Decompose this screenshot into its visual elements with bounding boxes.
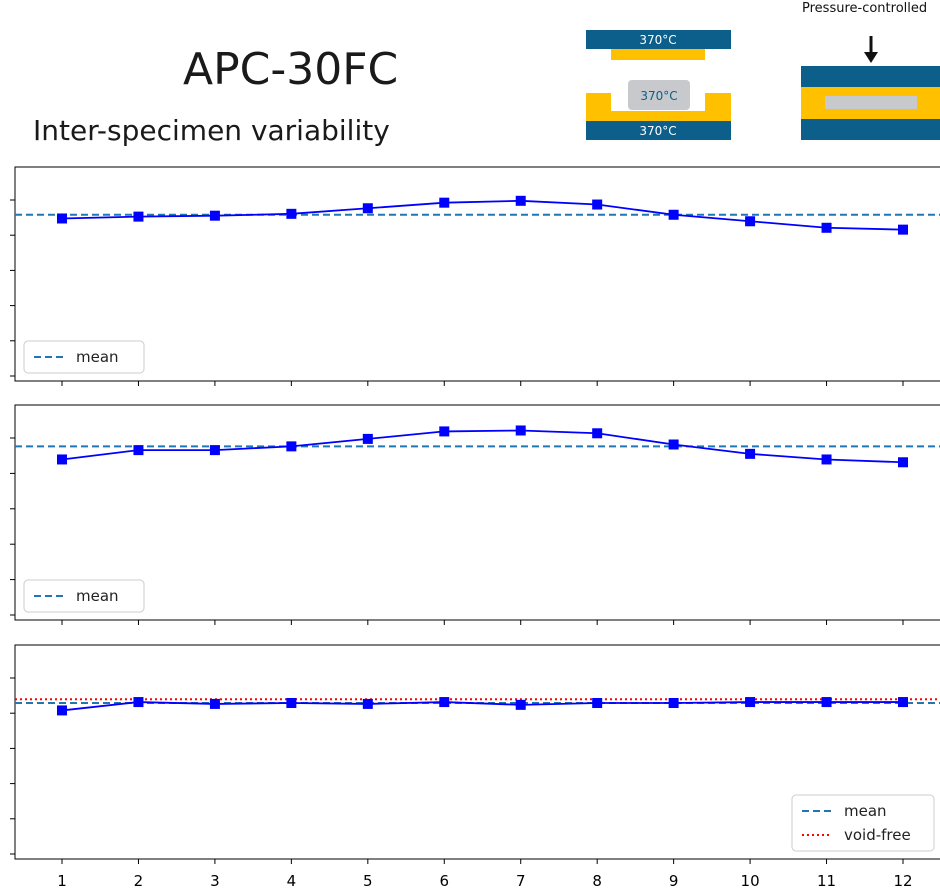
- data-point: [286, 441, 297, 452]
- data-point: [286, 208, 297, 219]
- specimen-block: [628, 80, 690, 110]
- legend-box: [791, 794, 935, 852]
- chart-subtitle: Inter-specimen variability: [33, 114, 390, 147]
- x-tick-label: 11: [817, 872, 836, 890]
- data-point: [362, 433, 373, 444]
- chart-title: APC-30FC: [183, 44, 399, 95]
- x-tick-label: 6: [439, 872, 449, 890]
- lower-platen: [586, 121, 731, 140]
- data-point: [209, 210, 220, 221]
- data-point: [898, 457, 908, 468]
- data-point: [898, 697, 908, 708]
- chart-panel-1: mean: [10, 166, 940, 386]
- data-point: [439, 197, 450, 208]
- data-point: [362, 698, 373, 709]
- series-line: [61, 701, 903, 712]
- data-point: [821, 222, 832, 233]
- data-point: [515, 425, 526, 436]
- plot-frame: [14, 404, 940, 621]
- legend-label-mean: mean: [76, 587, 119, 605]
- pressure-arrow-head: [864, 52, 878, 63]
- legend-box: [23, 340, 145, 374]
- data-point: [133, 211, 144, 222]
- x-tick-label: 10: [741, 872, 760, 890]
- data-point: [592, 697, 603, 708]
- legend-box: [23, 579, 145, 613]
- press-specimen: [825, 96, 917, 109]
- legend-label-void-free: void-free: [844, 826, 911, 844]
- x-tick-label: 3: [210, 872, 220, 890]
- data-point: [209, 698, 220, 709]
- x-tick-label: 5: [363, 872, 373, 890]
- upper-plunger: [611, 49, 705, 60]
- plot-frame: [14, 644, 940, 860]
- data-point: [439, 697, 450, 708]
- legend: mean: [23, 579, 145, 613]
- data-point: [745, 697, 756, 708]
- data-point: [898, 224, 908, 235]
- data-point: [821, 454, 832, 465]
- upper-platen-temp: 370°C: [639, 33, 676, 47]
- x-tick-label: 4: [287, 872, 297, 890]
- press-upper-plate: [801, 66, 940, 87]
- upper-platen: [586, 30, 731, 49]
- data-point: [57, 454, 67, 465]
- x-tick-label: 8: [592, 872, 602, 890]
- data-point: [668, 697, 679, 708]
- lower-mold-frame: [586, 93, 731, 121]
- series-line: [61, 429, 904, 464]
- data-point: [745, 216, 756, 227]
- x-tick-label: 7: [516, 872, 526, 890]
- lower-platen-temp: 370°C: [639, 124, 676, 138]
- x-tick-label: 9: [669, 872, 679, 890]
- legend: mean: [23, 340, 145, 374]
- data-point: [592, 428, 603, 439]
- data-point: [133, 445, 144, 456]
- data-point: [439, 426, 450, 437]
- press-lower-plate: [801, 119, 940, 140]
- plot-frame: [14, 166, 940, 382]
- x-tick-label: 2: [134, 872, 144, 890]
- pressure-controlled-label: Pressure-controlled: [802, 1, 928, 16]
- legend-label-mean: mean: [76, 348, 119, 366]
- data-point: [57, 213, 67, 224]
- data-point: [362, 203, 373, 214]
- pressure-diagram: [801, 36, 940, 140]
- x-tick-label: 12: [893, 872, 912, 890]
- data-point: [286, 697, 297, 708]
- data-point: [668, 439, 679, 450]
- series-line: [61, 199, 904, 231]
- data-point: [668, 209, 679, 220]
- data-point: [209, 445, 220, 456]
- legend: mean void-free: [791, 794, 935, 852]
- data-point: [745, 448, 756, 459]
- legend-label-mean: mean: [844, 802, 887, 820]
- mold-diagram: 370°C 370°C 370°C: [586, 30, 731, 140]
- data-point: [133, 697, 144, 708]
- data-point: [515, 195, 526, 206]
- chart-panel-2: mean: [10, 404, 940, 625]
- specimen-temp: 370°C: [640, 89, 677, 103]
- x-tick-label: 1: [57, 872, 67, 890]
- data-point: [821, 697, 832, 708]
- data-point: [57, 705, 67, 716]
- data-point: [592, 199, 603, 210]
- data-point: [515, 699, 526, 710]
